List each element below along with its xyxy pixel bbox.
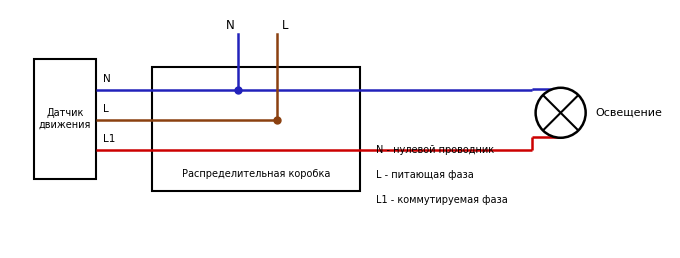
Text: Распределительная коробка: Распределительная коробка (182, 169, 330, 179)
Bar (152, 67, 360, 191)
Text: L: L (103, 104, 109, 114)
Text: N: N (103, 74, 111, 84)
Text: Датчик
движения: Датчик движения (39, 108, 91, 130)
Text: Освещение: Освещение (596, 108, 662, 118)
Text: N - нулевой проводник: N - нулевой проводник (376, 145, 494, 155)
Text: L1: L1 (103, 134, 116, 144)
Text: L - питающая фаза: L - питающая фаза (376, 170, 474, 180)
Text: L: L (282, 19, 288, 32)
Text: L1 - коммутируемая фаза: L1 - коммутируемая фаза (376, 195, 508, 205)
Bar (34, 59, 97, 179)
Ellipse shape (536, 88, 585, 138)
Text: N: N (226, 19, 235, 32)
